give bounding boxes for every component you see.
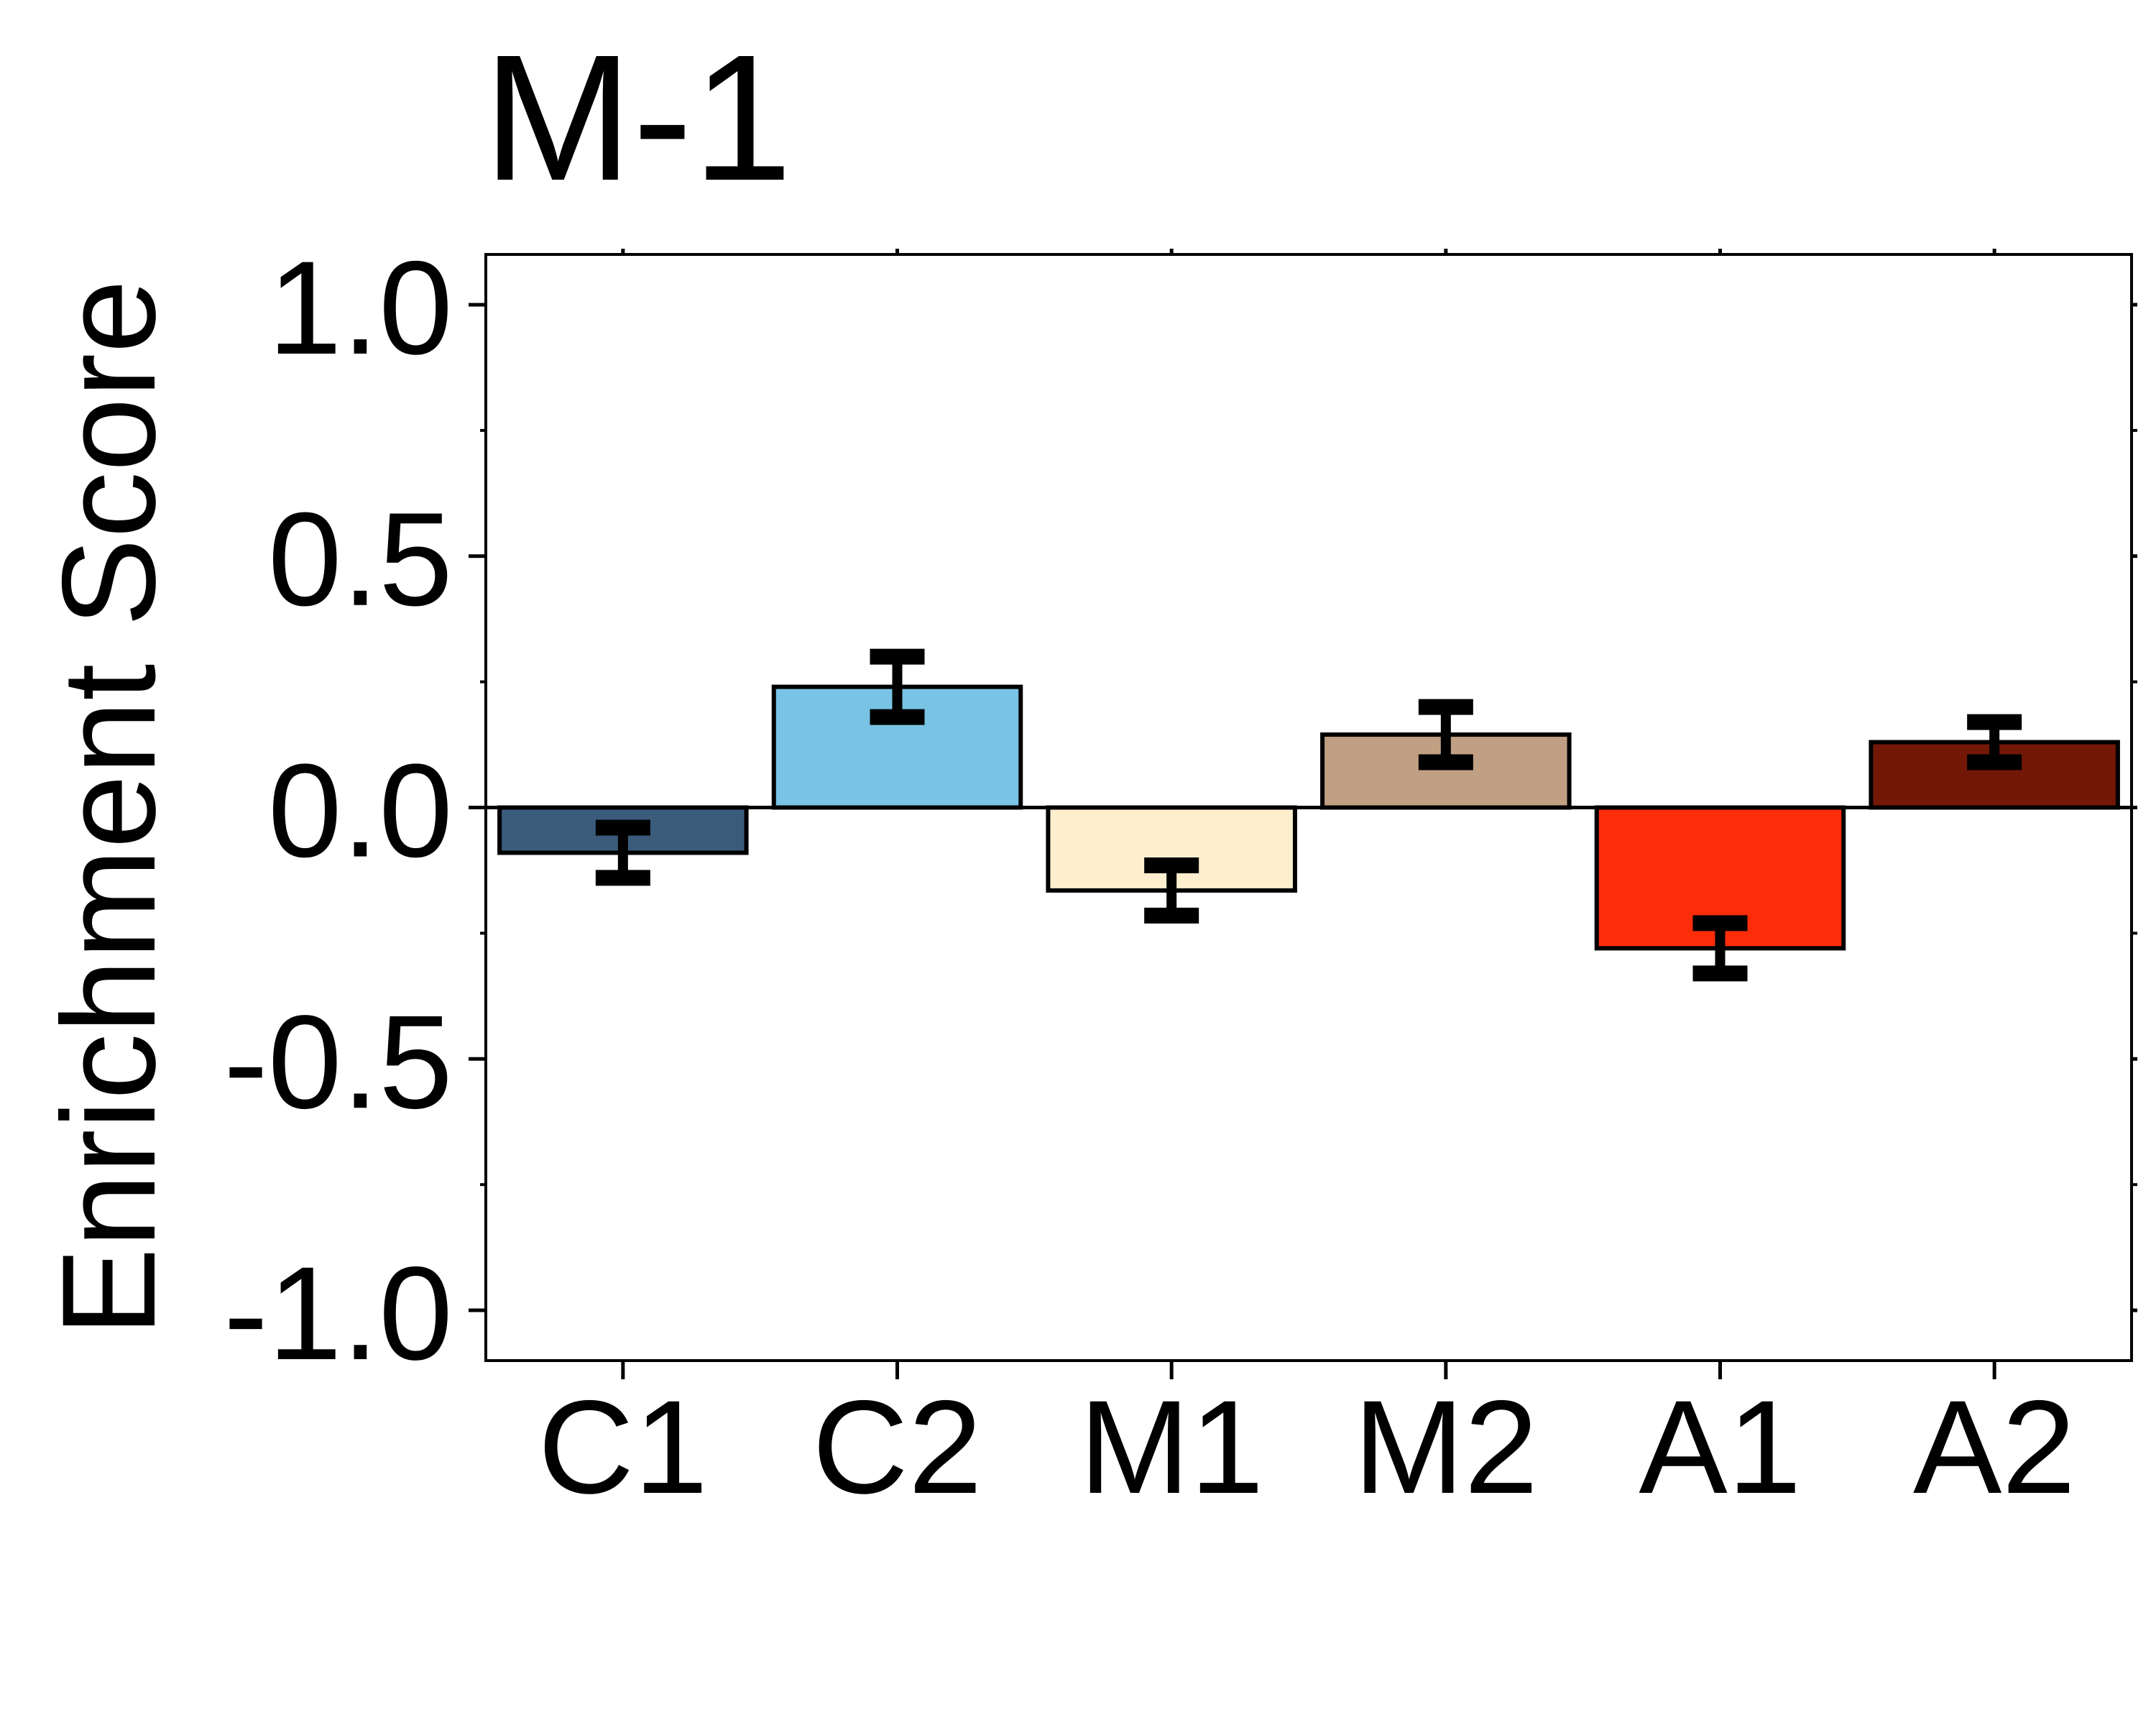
- y-tick-label: -1.0: [224, 1240, 453, 1388]
- y-tick-label: 1.0: [268, 234, 453, 382]
- x-tick-label-a2: A2: [1913, 1374, 2076, 1522]
- chart-title: M-1: [483, 17, 793, 218]
- x-tick-label-c2: C2: [812, 1374, 982, 1522]
- x-tick-label-c1: C1: [538, 1374, 709, 1522]
- labels-layer: C1 C2 M1 M2 A1 A2 -1.0 -0.5 0.0 0.5 1.0: [224, 234, 2076, 1522]
- y-tick-label: -0.5: [224, 988, 453, 1136]
- x-tick-label-m1: M1: [1079, 1374, 1264, 1522]
- y-tick-label: 0.0: [268, 737, 453, 886]
- y-axis-label: Enrichment Score: [35, 280, 183, 1336]
- bars-layer: [497, 684, 2120, 951]
- plot-frame: [484, 253, 2133, 1362]
- x-tick-label-m2: M2: [1353, 1374, 1538, 1522]
- y-tick-label: 0.5: [268, 486, 453, 634]
- error-bars-layer: [595, 648, 2022, 982]
- x-tick-label-a1: A1: [1639, 1374, 1801, 1522]
